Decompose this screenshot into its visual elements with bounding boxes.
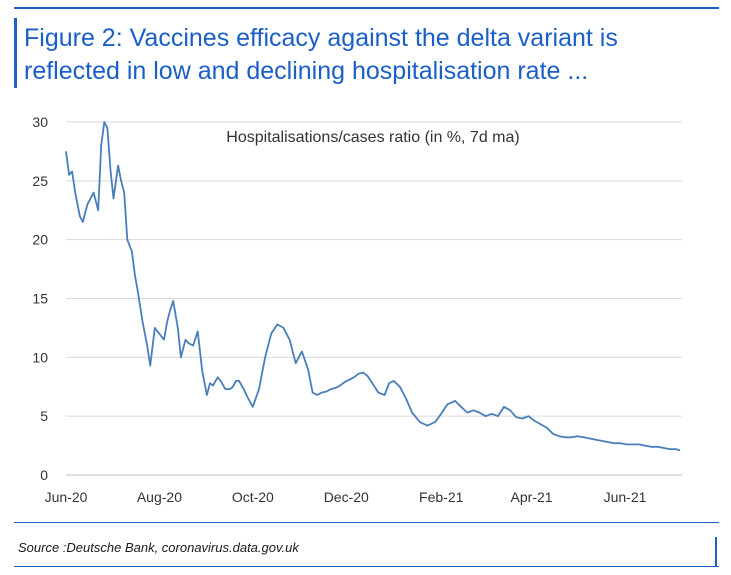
- x-tick-label: Apr-21: [511, 489, 553, 505]
- series-line-hospitalisation-ratio: [65, 121, 681, 452]
- title-accent-bar: [14, 18, 17, 88]
- x-tick-label: Jun-21: [604, 489, 647, 505]
- figure-title-line-1: Figure 2: Vaccines efficacy against the …: [24, 24, 618, 52]
- source-note: Source :Deutsche Bank, coronavirus.data.…: [18, 540, 299, 555]
- x-tick-label: Dec-20: [324, 489, 369, 505]
- y-tick-label: 30: [32, 114, 48, 130]
- y-tick-label: 15: [32, 291, 48, 307]
- x-tick-label: Oct-20: [232, 489, 274, 505]
- figure-title-line-2: reflected in low and declining hospitali…: [24, 57, 589, 85]
- right-accent-tick: [715, 537, 717, 567]
- x-tick-label: Jun-20: [45, 489, 88, 505]
- bottom-rule: [14, 566, 719, 567]
- x-tick-label: Feb-21: [419, 489, 464, 505]
- chart-title: Hospitalisations/cases ratio (in %, 7d m…: [226, 129, 519, 146]
- x-tick-label: Aug-20: [137, 489, 182, 505]
- figure-title: Figure 2: Vaccines efficacy against the …: [24, 22, 714, 88]
- y-tick-label: 20: [32, 232, 48, 248]
- chart-gridlines: [66, 121, 682, 417]
- y-tick-label: 0: [40, 467, 48, 483]
- line-chart: 0 5 10 15 20 25 30 Jun-20 Aug-20 Oct-20 Dec-20 Feb…: [32, 114, 682, 505]
- y-axis-tick-labels: 0 5 10 15 20 25 30: [32, 114, 48, 483]
- y-tick-label: 5: [40, 408, 48, 424]
- top-rule: [14, 7, 719, 9]
- separator-rule: [14, 522, 719, 523]
- y-tick-label: 25: [32, 173, 48, 189]
- x-axis-tick-labels: Jun-20 Aug-20 Oct-20 Dec-20 Feb-21 Apr-21 Jun-…: [45, 489, 647, 505]
- y-tick-label: 10: [32, 349, 48, 365]
